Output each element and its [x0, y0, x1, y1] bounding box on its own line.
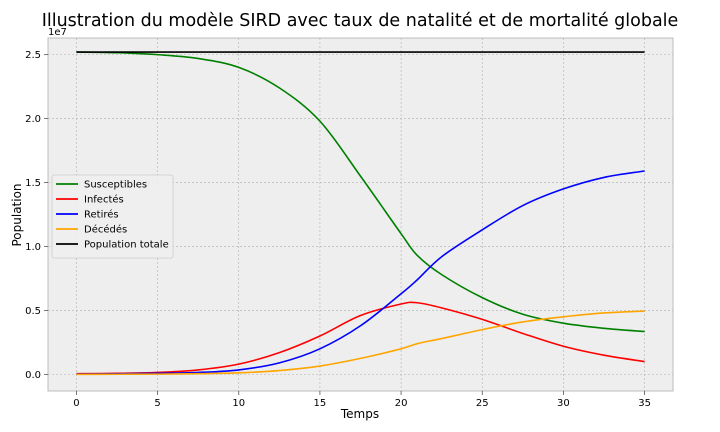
series-line-retires: [76, 170, 645, 375]
tick-labels: 0 5 10 15 20 25 30 35 0.0 0.5 1.0 1.5 2.0 2.5: [25, 50, 651, 409]
y-tick-label: 1.0: [25, 242, 41, 253]
x-tick-label: 0: [73, 398, 79, 409]
x-tick-label: 35: [638, 398, 651, 409]
legend: Susceptibles Infectés Retirés Décédés Popula…: [51, 174, 174, 259]
x-tick-label: 5: [154, 398, 160, 409]
y-axis-label: Population: [10, 183, 24, 246]
y-tick-label: 2.5: [25, 50, 41, 61]
y-tick-label: 1.5: [25, 178, 41, 189]
x-axis-label: Temps: [340, 407, 379, 421]
x-tick-label: 10: [232, 398, 245, 409]
x-tick-label: 25: [476, 398, 489, 409]
series-lines: [76, 51, 645, 376]
x-tick-label: 30: [557, 398, 570, 409]
y-scale-label: 1e7: [48, 27, 67, 38]
y-tick-label: 0.5: [25, 306, 41, 317]
legend-label: Susceptibles: [84, 180, 147, 191]
chart-title: Illustration du modèle SIRD avec taux de…: [42, 11, 679, 31]
legend-label: Décédés: [84, 224, 127, 236]
x-tick-label: 20: [395, 398, 408, 409]
legend-label: Retirés: [84, 209, 119, 221]
y-tick-label: 0.0: [25, 370, 41, 381]
series-line-decedes: [76, 310, 645, 376]
legend-label: Population totale: [84, 240, 169, 251]
y-tick-label: 2.0: [25, 114, 41, 125]
legend-label: Infectés: [84, 194, 124, 206]
legend-box: [51, 174, 174, 259]
x-tick-label: 15: [314, 398, 327, 409]
